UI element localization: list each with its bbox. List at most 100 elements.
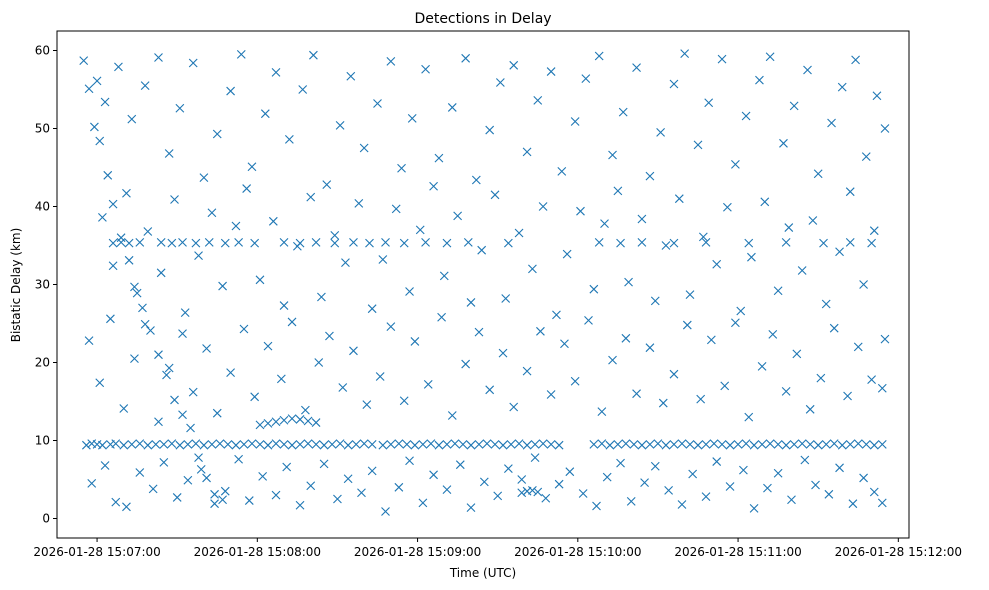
x-tick-label: 2026-01-28 15:07:00 — [33, 545, 160, 559]
data-point — [295, 440, 305, 449]
data-point — [613, 186, 623, 196]
data-point — [111, 497, 121, 507]
data-point — [541, 493, 551, 503]
data-point — [869, 226, 879, 236]
data-point — [204, 237, 214, 247]
data-point — [183, 475, 193, 485]
data-point — [108, 238, 118, 248]
data-point — [800, 455, 810, 465]
data-point — [191, 439, 201, 449]
data-point — [140, 81, 150, 90]
x-tick-label: 2026-01-28 15:09:00 — [354, 545, 481, 559]
data-point — [720, 381, 730, 391]
data-point — [367, 304, 377, 314]
data-point — [175, 103, 185, 113]
data-point — [196, 464, 206, 474]
data-point — [859, 473, 868, 483]
data-point — [829, 323, 839, 333]
data-point — [365, 238, 374, 248]
data-point — [474, 327, 484, 337]
data-point — [880, 334, 890, 344]
data-point — [827, 118, 836, 128]
data-point — [306, 192, 316, 202]
data-point — [669, 440, 679, 449]
data-point — [819, 238, 828, 248]
data-point — [194, 453, 203, 463]
data-point — [458, 440, 468, 449]
data-point — [143, 440, 153, 450]
data-point — [381, 507, 390, 516]
data-point — [845, 237, 855, 247]
data-point — [279, 440, 289, 449]
data-point — [498, 440, 508, 450]
data-point — [250, 238, 260, 248]
data-point — [263, 341, 273, 351]
data-point — [784, 223, 794, 232]
data-point — [255, 275, 265, 285]
data-point — [268, 216, 278, 226]
data-point — [546, 67, 556, 76]
data-point — [592, 501, 601, 511]
data-point — [669, 369, 679, 379]
data-point — [851, 55, 860, 65]
data-point — [509, 402, 519, 412]
data-point — [306, 481, 316, 491]
data-point — [180, 308, 190, 317]
data-point — [442, 440, 452, 449]
data-point — [378, 255, 388, 264]
data-point — [287, 414, 297, 424]
data-point — [685, 290, 695, 300]
data-point — [399, 396, 409, 406]
data-point — [421, 237, 430, 247]
data-point — [725, 440, 735, 450]
data-point — [824, 489, 834, 499]
data-point — [701, 237, 711, 247]
data-point — [263, 440, 273, 450]
data-point — [581, 74, 591, 83]
data-point — [199, 173, 209, 183]
data-point — [845, 187, 855, 197]
data-point — [477, 245, 487, 255]
data-point — [843, 391, 852, 401]
data-point — [271, 490, 281, 500]
data-point — [811, 480, 820, 490]
data-point — [669, 238, 679, 248]
data-point — [247, 439, 257, 449]
data-point — [616, 458, 625, 468]
data-point — [466, 298, 476, 307]
data-point — [813, 440, 823, 450]
data-point — [861, 152, 871, 161]
data-point — [119, 404, 129, 413]
data-point — [530, 440, 540, 449]
data-point — [530, 453, 540, 463]
data-point — [485, 385, 495, 395]
data-point — [645, 171, 655, 181]
data-point — [640, 478, 649, 488]
data-point — [463, 237, 473, 247]
data-point — [351, 440, 361, 449]
data-point — [712, 457, 722, 466]
data-point — [423, 379, 433, 389]
data-point — [650, 296, 660, 306]
data-point — [482, 439, 492, 449]
data-point — [282, 462, 292, 472]
data-point — [381, 237, 390, 247]
data-point — [130, 354, 139, 363]
data-point — [127, 440, 137, 449]
data-point — [81, 440, 91, 450]
data-point — [490, 440, 500, 449]
data-point — [538, 202, 548, 211]
data-point — [212, 408, 222, 418]
data-point — [869, 440, 879, 450]
data-point — [765, 52, 775, 62]
data-point — [503, 238, 513, 248]
data-point — [367, 440, 377, 449]
data-point — [156, 268, 166, 278]
data-point — [485, 125, 495, 135]
data-point — [773, 440, 783, 449]
data-point — [661, 440, 671, 450]
data-point — [311, 418, 321, 427]
data-point — [341, 258, 350, 268]
data-point — [731, 159, 740, 169]
